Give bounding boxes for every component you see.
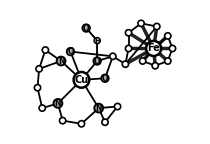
Circle shape bbox=[34, 85, 41, 91]
Text: O: O bbox=[83, 24, 89, 33]
Text: Fe: Fe bbox=[147, 43, 160, 53]
Circle shape bbox=[36, 66, 42, 72]
Circle shape bbox=[146, 41, 161, 56]
Circle shape bbox=[122, 61, 129, 67]
Circle shape bbox=[94, 104, 103, 112]
Circle shape bbox=[101, 74, 109, 82]
Text: O: O bbox=[67, 47, 74, 56]
Circle shape bbox=[74, 72, 89, 88]
Circle shape bbox=[59, 118, 66, 124]
Circle shape bbox=[110, 53, 116, 59]
Circle shape bbox=[93, 57, 101, 65]
Circle shape bbox=[165, 33, 171, 39]
Text: N: N bbox=[58, 56, 64, 66]
Circle shape bbox=[169, 45, 176, 52]
Text: Cu: Cu bbox=[74, 75, 89, 85]
Circle shape bbox=[152, 63, 158, 69]
Text: H: H bbox=[94, 38, 100, 44]
Circle shape bbox=[39, 105, 45, 111]
Circle shape bbox=[67, 48, 74, 55]
Circle shape bbox=[114, 103, 121, 110]
Circle shape bbox=[54, 99, 62, 108]
Circle shape bbox=[94, 37, 100, 44]
Circle shape bbox=[42, 47, 49, 53]
Circle shape bbox=[125, 45, 132, 52]
Circle shape bbox=[102, 119, 108, 125]
Circle shape bbox=[82, 24, 90, 32]
Circle shape bbox=[125, 30, 132, 36]
Circle shape bbox=[139, 58, 146, 64]
Text: N: N bbox=[96, 104, 102, 113]
Text: N: N bbox=[55, 99, 61, 108]
Circle shape bbox=[165, 58, 171, 64]
Circle shape bbox=[138, 20, 144, 26]
Circle shape bbox=[57, 57, 66, 65]
Text: O: O bbox=[94, 56, 100, 66]
Text: O: O bbox=[102, 74, 108, 83]
Circle shape bbox=[154, 23, 160, 30]
Circle shape bbox=[78, 121, 85, 127]
